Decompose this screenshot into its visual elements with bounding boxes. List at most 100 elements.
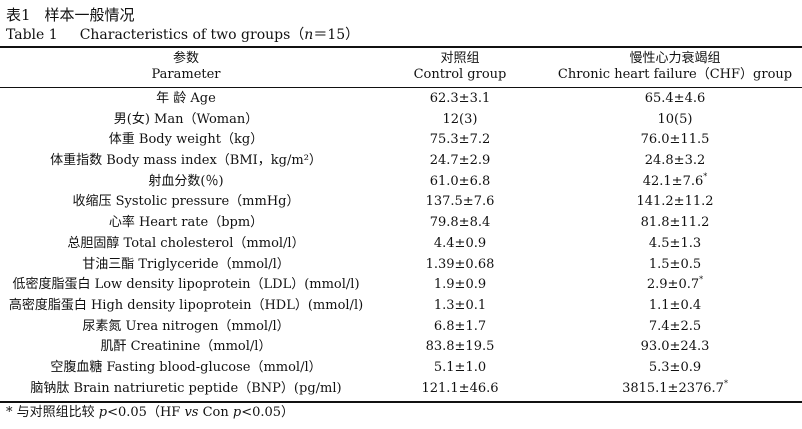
chf-value: 24.8±3.2 xyxy=(644,153,706,169)
chf-value: 1.1±0.4 xyxy=(648,297,702,313)
bottom-rule xyxy=(0,401,802,403)
significance-mark: * xyxy=(699,275,704,285)
table-caption-en: Table 1 Characteristics of two groups（n＝1… xyxy=(6,27,359,43)
chf-value: 1.5±0.5 xyxy=(648,256,702,272)
control-cell: 5.1±1.0 xyxy=(433,359,487,375)
chf-cell: 24.8±3.2 xyxy=(548,151,802,172)
caption-n-open: （ xyxy=(290,27,305,43)
chf-cell: 81.8±11.2 xyxy=(548,213,802,234)
table-row: 收缩压 Systolic pressure（mmHg） 137.5±7.6 14… xyxy=(0,192,802,213)
control-cell: 61.0±6.8 xyxy=(429,173,491,189)
table-row: 低密度脂蛋白 Low density lipoprotein（LDL）(mmol… xyxy=(0,275,802,296)
footnote-text-c: Con xyxy=(198,405,233,420)
table-row: 高密度脂蛋白 High density lipoprotein（HDL）(mmo… xyxy=(0,296,802,317)
chf-value: 5.3±0.9 xyxy=(648,359,702,375)
control-cell: 79.8±8.4 xyxy=(429,215,491,231)
chf-cell: 5.3±0.9 xyxy=(548,358,802,379)
table-caption-cn: 表1 样本一般情况 xyxy=(6,6,135,24)
chf-value: 65.4±4.6 xyxy=(644,91,706,106)
control-cell: 75.3±7.2 xyxy=(429,132,491,148)
table-row: 脑钠肽 Brain natriuretic peptide（BNP）(pg/ml… xyxy=(0,379,802,400)
chf-value: 93.0±24.3 xyxy=(640,339,710,355)
chf-value: 141.2±11.2 xyxy=(636,194,714,210)
param-cell: 总胆固醇 Total cholesterol（mmol/l） xyxy=(67,235,305,251)
table-row: 射血分数(％) 61.0±6.8 42.1±7.6* xyxy=(0,172,802,193)
control-cell: 12(3) xyxy=(442,111,478,127)
chf-cell: 1.1±0.4 xyxy=(548,296,802,317)
chf-cell: 42.1±7.6* xyxy=(548,172,802,193)
chf-cell: 7.4±2.5 xyxy=(548,317,802,338)
chf-value: 4.5±1.3 xyxy=(648,235,702,251)
footnote-mark: * xyxy=(6,405,13,420)
param-cell: 甘油三酯 Triglyceride（mmol/l） xyxy=(82,256,290,272)
control-cell: 6.8±1.7 xyxy=(433,318,487,334)
table-row: 体重指数 Body mass index（BMI，kg/m²） 24.7±2.9… xyxy=(0,151,802,172)
caption-cn-title: 样本一般情况 xyxy=(44,6,135,24)
param-cell: 脑钠肽 Brain natriuretic peptide（BNP）(pg/ml… xyxy=(30,380,342,396)
param-cell: 心率 Heart rate（bpm） xyxy=(108,215,264,231)
header-chf-en: Chronic heart failure（CHF）group xyxy=(557,67,793,82)
significance-mark: * xyxy=(703,171,708,181)
control-cell: 121.1±46.6 xyxy=(421,380,499,396)
chf-cell: 76.0±11.5 xyxy=(548,130,802,151)
table-row: 总胆固醇 Total cholesterol（mmol/l） 4.4±0.9 4… xyxy=(0,234,802,255)
control-cell: 1.9±0.9 xyxy=(433,277,487,293)
chf-cell: 65.4±4.6 xyxy=(548,89,802,110)
header-parameter-en: Parameter xyxy=(151,67,221,82)
chf-value: 81.8±11.2 xyxy=(640,215,710,231)
caption-cn-label: 表1 xyxy=(6,6,31,24)
significance-mark: * xyxy=(723,378,728,388)
control-cell: 1.3±0.1 xyxy=(433,297,487,313)
header-chf: 慢性心力衰竭组 Chronic heart failure（CHF）group xyxy=(548,51,802,83)
chf-value: 42.1±7.6 xyxy=(642,173,704,189)
table-row: 年 龄 Age 62.3±3.1 65.4±4.6 xyxy=(0,89,802,110)
chf-value: 76.0±11.5 xyxy=(640,132,710,148)
table-row: 心率 Heart rate（bpm） 79.8±8.4 81.8±11.2 xyxy=(0,213,802,234)
param-cell: 体重 Body weight（kg） xyxy=(108,132,264,148)
header-control: 对照组 Control group xyxy=(372,51,548,83)
table-row: 空腹血糖 Fasting blood-glucose（mmol/l） 5.1±1… xyxy=(0,358,802,379)
param-cell: 男(女) Man（Woman） xyxy=(113,111,259,127)
footnote: * 与对照组比较 p<0.05（HF vs Con p<0.05） xyxy=(6,405,294,421)
caption-n-eq: ＝15） xyxy=(313,27,360,43)
top-rule xyxy=(0,46,802,48)
footnote-text-a: 与对照组比较 xyxy=(16,405,99,420)
control-cell: 1.39±0.68 xyxy=(425,256,495,272)
chf-value: 7.4±2.5 xyxy=(648,318,702,334)
header-control-en: Control group xyxy=(413,67,507,82)
header-control-cn: 对照组 xyxy=(440,51,480,66)
header-parameter: 参数 Parameter xyxy=(0,51,372,83)
chf-cell: 1.5±0.5 xyxy=(548,255,802,276)
caption-n-var: n xyxy=(304,27,314,43)
footnote-p2: p xyxy=(232,405,242,420)
control-cell: 62.3±3.1 xyxy=(429,91,491,106)
chf-value: 2.9±0.7 xyxy=(646,277,700,293)
chf-cell: 3815.1±2376.7* xyxy=(548,379,802,400)
control-cell: 137.5±7.6 xyxy=(425,194,495,210)
chf-cell: 10(5) xyxy=(548,110,802,131)
control-cell: 83.8±19.5 xyxy=(425,339,495,355)
table-row: 男(女) Man（Woman） 12(3) 10(5) xyxy=(0,110,802,131)
param-cell: 体重指数 Body mass index（BMI，kg/m²） xyxy=(50,153,322,169)
param-cell: 收缩压 Systolic pressure（mmHg） xyxy=(72,194,300,210)
caption-en-title: Characteristics of two groups xyxy=(79,27,291,43)
chf-cell: 93.0±24.3 xyxy=(548,337,802,358)
header-rule xyxy=(0,87,802,88)
chf-value: 3815.1±2376.7 xyxy=(622,380,724,396)
param-cell: 尿素氮 Urea nitrogen（mmol/l） xyxy=(82,318,290,334)
param-cell: 空腹血糖 Fasting blood-glucose（mmol/l） xyxy=(50,359,322,375)
footnote-text-d: <0.05） xyxy=(241,405,295,420)
footnote-p1: p xyxy=(98,405,108,420)
table-row: 肌酐 Creatinine（mmol/l） 83.8±19.5 93.0±24.… xyxy=(0,337,802,358)
footnote-vs: vs xyxy=(184,405,199,420)
chf-value: 10(5) xyxy=(657,111,693,127)
table-row: 尿素氮 Urea nitrogen（mmol/l） 6.8±1.7 7.4±2.… xyxy=(0,317,802,338)
table-body: 年 龄 Age 62.3±3.1 65.4±4.6 男(女) Man（Woman… xyxy=(0,89,802,399)
control-cell: 4.4±0.9 xyxy=(433,235,487,251)
param-cell: 年 龄 Age xyxy=(156,91,216,106)
param-cell: 低密度脂蛋白 Low density lipoprotein（LDL）(mmol… xyxy=(12,277,360,293)
footnote-text-b: <0.05（HF xyxy=(107,405,185,420)
header-chf-cn: 慢性心力衰竭组 xyxy=(629,51,721,66)
chf-cell: 4.5±1.3 xyxy=(548,234,802,255)
caption-en-label: Table 1 xyxy=(6,27,58,43)
